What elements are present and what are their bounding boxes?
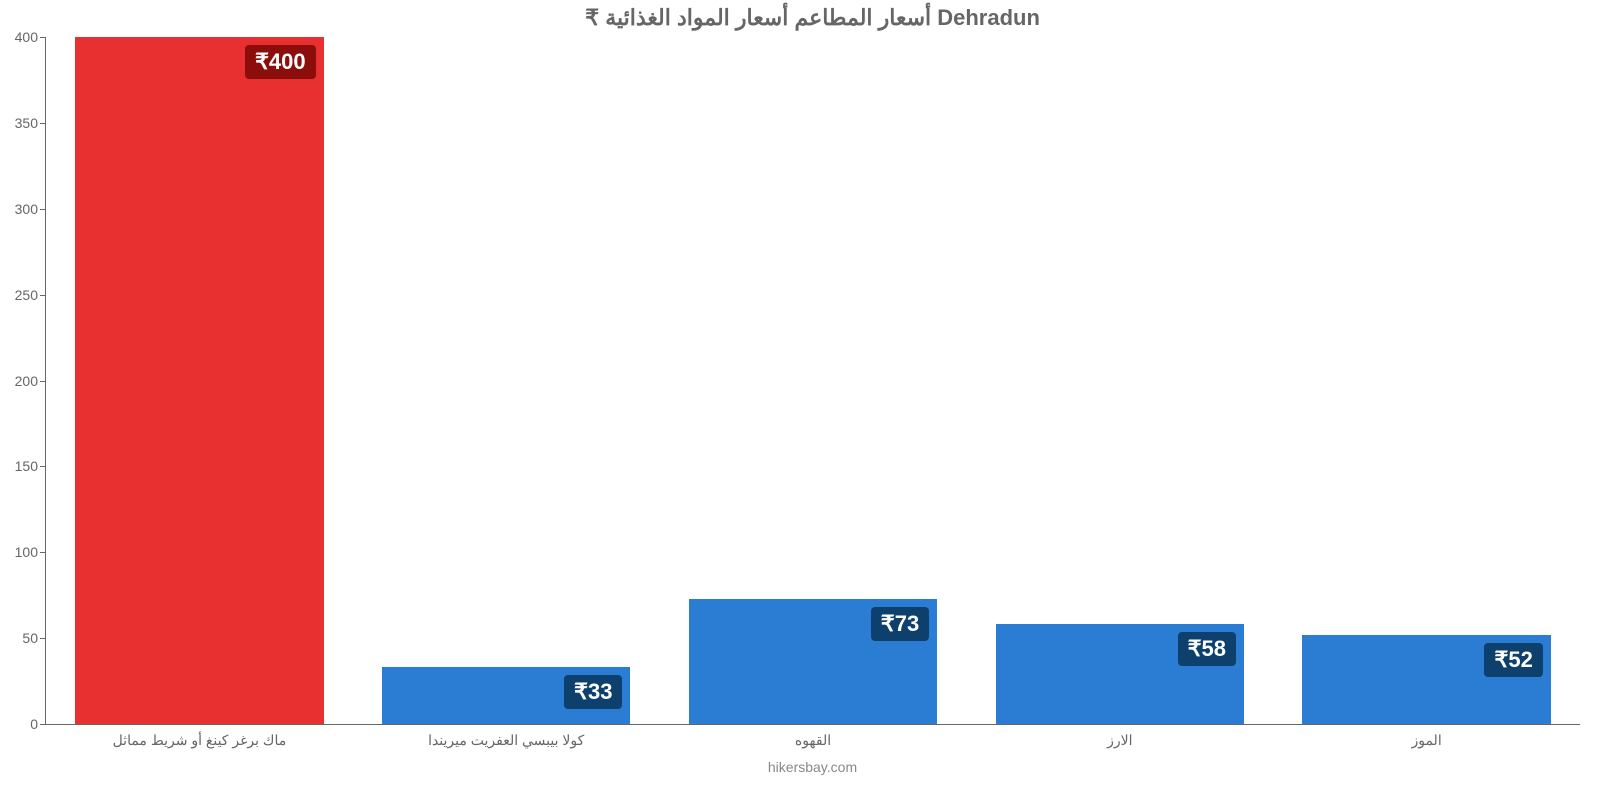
- y-tick: [40, 209, 46, 210]
- bar: ₹52: [1302, 635, 1551, 724]
- y-tick: [40, 724, 46, 725]
- bar-slot: ₹73: [689, 37, 938, 724]
- y-axis-label: 0: [30, 716, 38, 732]
- y-axis-label: 50: [22, 630, 38, 646]
- x-axis-label: القهوه: [795, 732, 831, 749]
- y-tick: [40, 123, 46, 124]
- y-axis-label: 300: [15, 201, 38, 217]
- bar: ₹400: [75, 37, 324, 724]
- y-tick: [40, 37, 46, 38]
- y-axis-label: 200: [15, 373, 38, 389]
- bar-value-label: ₹400: [245, 45, 316, 79]
- y-axis-label: 400: [15, 29, 38, 45]
- bar-value-label: ₹58: [1178, 632, 1236, 666]
- y-axis-label: 350: [15, 115, 38, 131]
- bar-value-label: ₹33: [564, 675, 622, 709]
- x-axis-label: الموز: [1411, 732, 1441, 749]
- y-tick: [40, 552, 46, 553]
- chart-container: ₹ أسعار المطاعم أسعار المواد الغذائية De…: [45, 5, 1580, 785]
- y-tick: [40, 466, 46, 467]
- x-axis-label: الارز: [1107, 732, 1132, 749]
- chart-title: ₹ أسعار المطاعم أسعار المواد الغذائية De…: [45, 5, 1580, 31]
- bar-slot: ₹58: [996, 37, 1245, 724]
- bar-slot: ₹52: [1302, 37, 1551, 724]
- bar-value-label: ₹52: [1484, 643, 1542, 677]
- y-axis-label: 150: [15, 458, 38, 474]
- y-axis-label: 100: [15, 544, 38, 560]
- bar: ₹73: [689, 599, 938, 724]
- plot-area: 050100150200250300350400₹400ماك برغر كين…: [45, 37, 1580, 725]
- bar-slot: ₹33: [382, 37, 631, 724]
- x-axis-label: ماك برغر كينغ أو شريط مماثل: [113, 732, 287, 749]
- chart-footer: hikersbay.com: [45, 759, 1580, 775]
- bar-slot: ₹400: [75, 37, 324, 724]
- bar-value-label: ₹73: [871, 607, 929, 641]
- x-axis-label: كولا بيبسي العفريت ميريندا: [428, 732, 584, 749]
- bar: ₹58: [996, 624, 1245, 724]
- bar: ₹33: [382, 667, 631, 724]
- y-axis-label: 250: [15, 287, 38, 303]
- y-tick: [40, 381, 46, 382]
- y-tick: [40, 295, 46, 296]
- y-tick: [40, 638, 46, 639]
